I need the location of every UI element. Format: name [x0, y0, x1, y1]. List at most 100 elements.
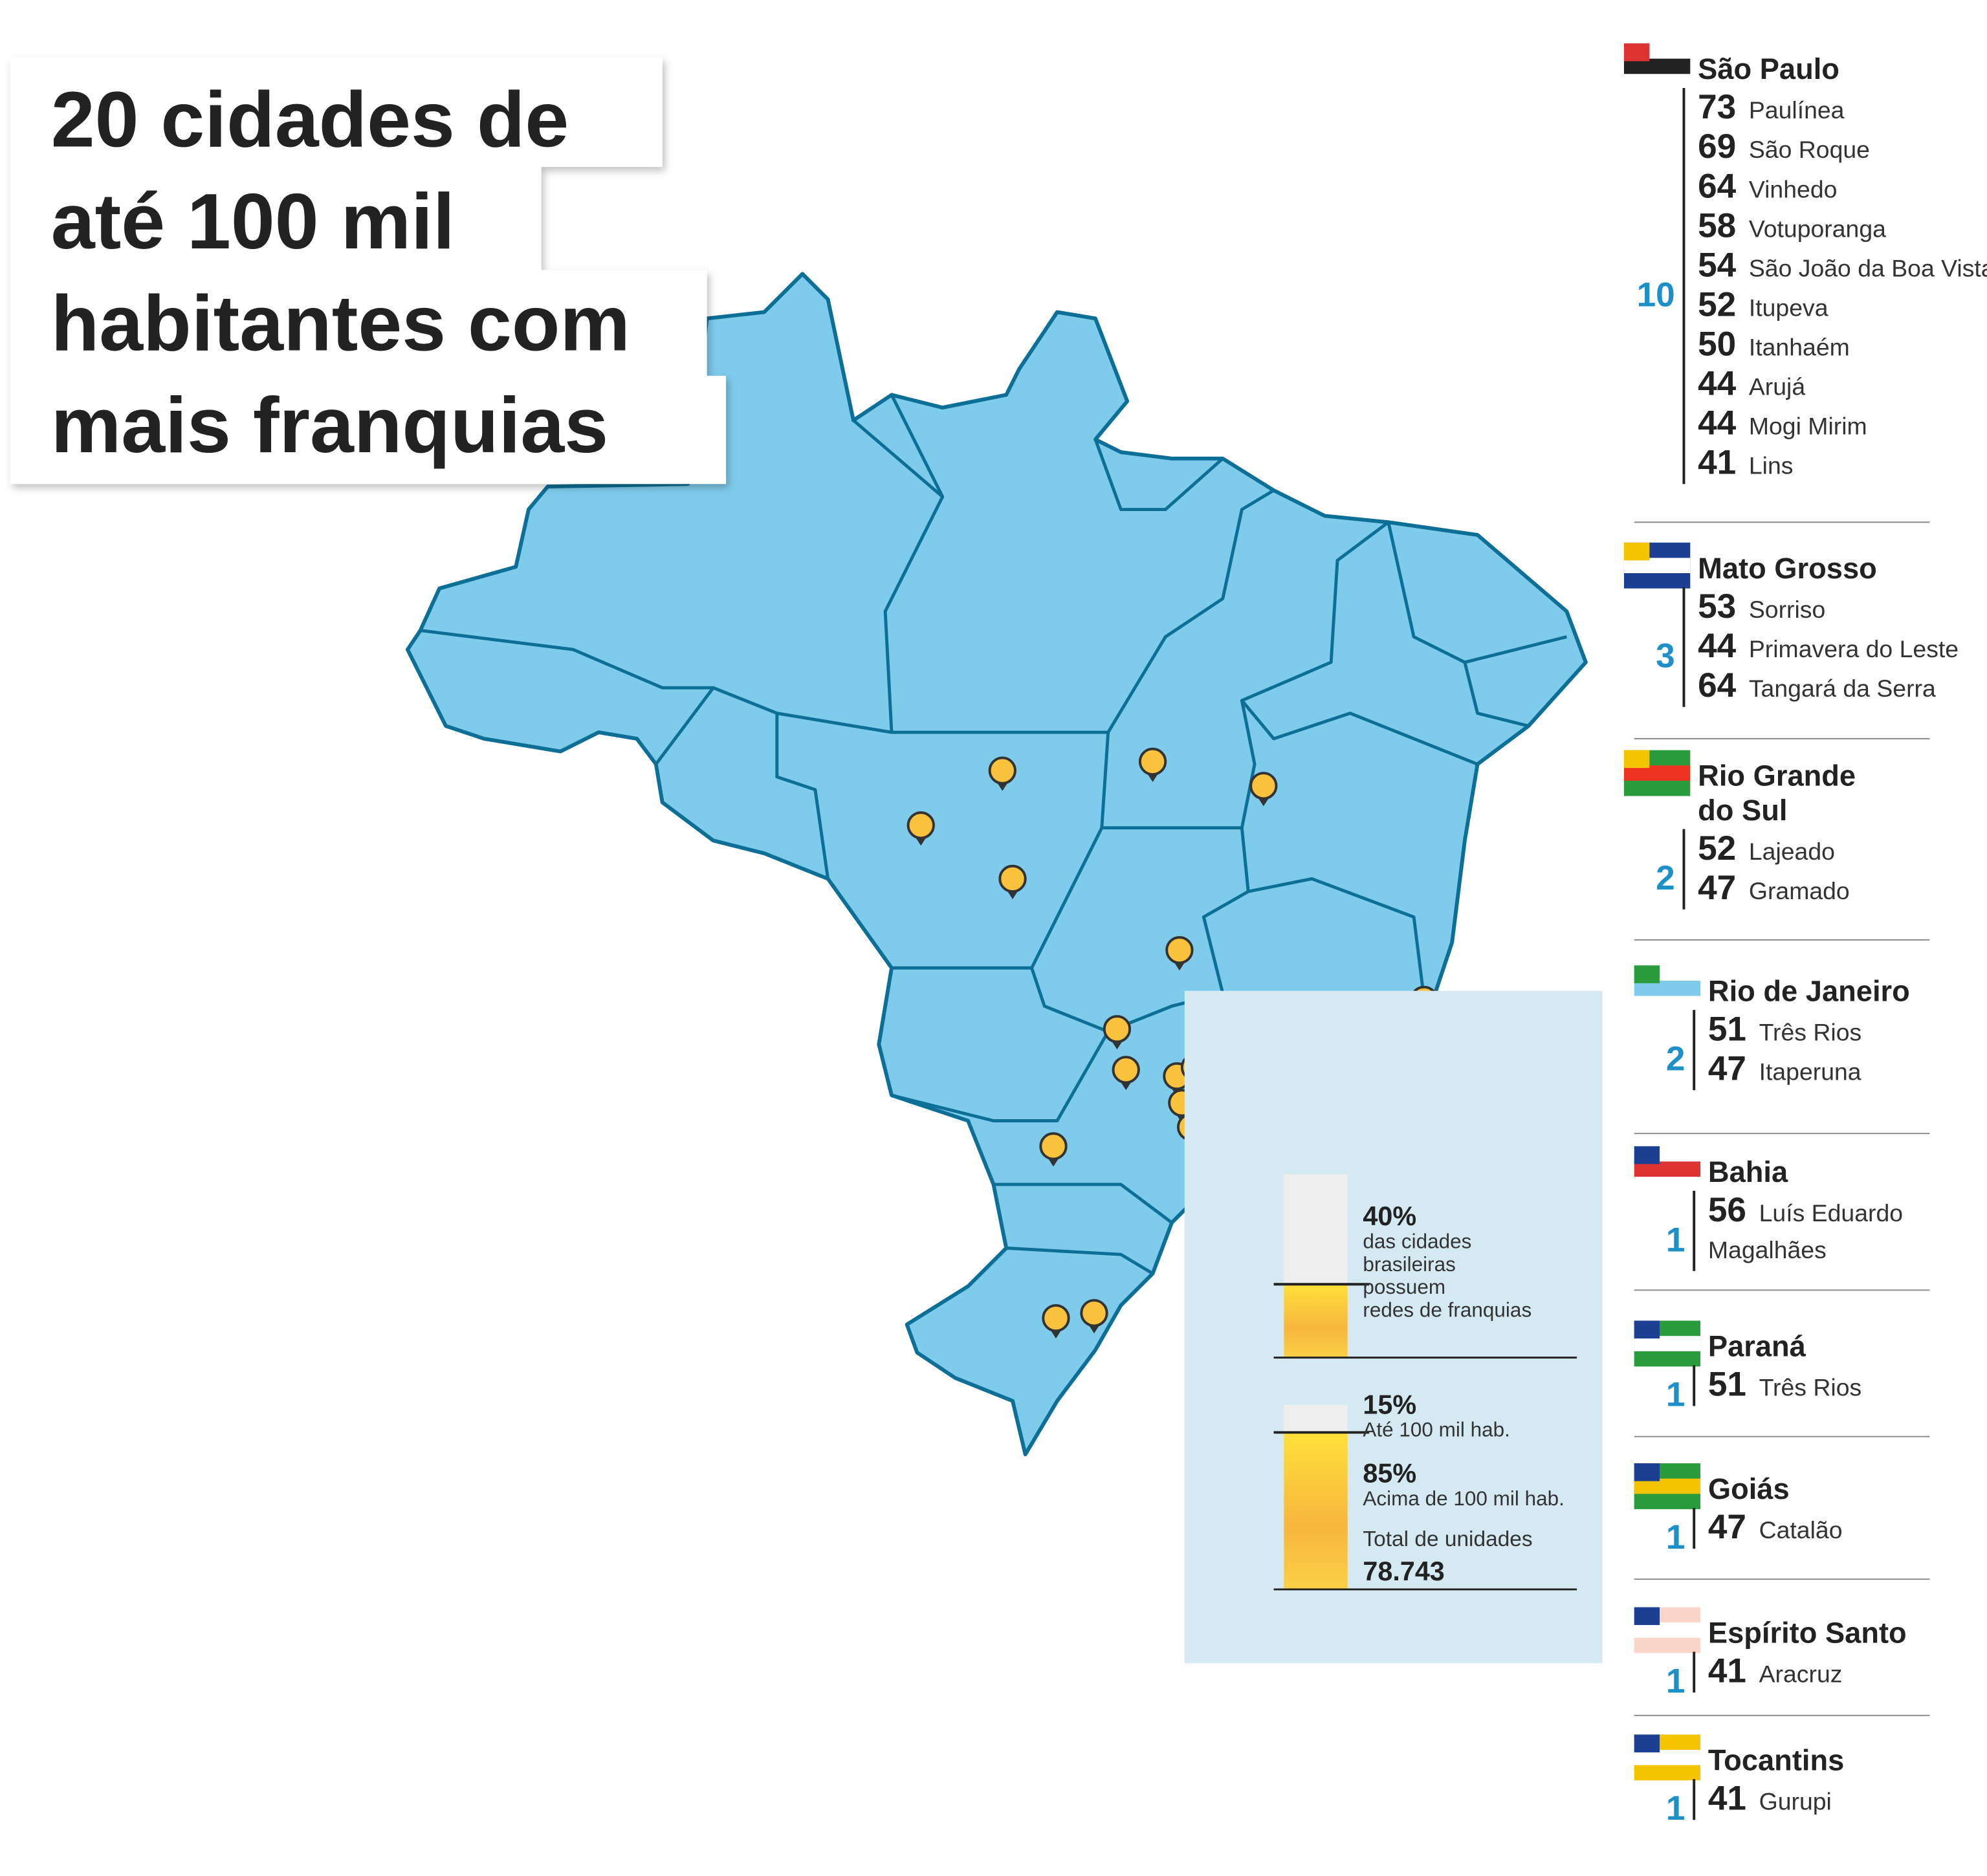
- state-total: 1: [1666, 1221, 1685, 1259]
- stat-text: das cidades: [1363, 1229, 1471, 1252]
- flag: [1623, 750, 1650, 769]
- stat-value: 40%: [1363, 1201, 1416, 1231]
- city-count: 64: [1698, 666, 1737, 704]
- flag: [1634, 1734, 1660, 1752]
- flag: [1634, 1336, 1701, 1351]
- state-name: Rio de Janeiro: [1708, 974, 1910, 1007]
- pin-head: [906, 811, 935, 840]
- city-name: Lajeado: [1749, 838, 1835, 865]
- city-name: Magalhães: [1708, 1236, 1827, 1263]
- flag: [1623, 558, 1691, 573]
- state-name: Espírito Santo: [1708, 1617, 1907, 1650]
- bar: [1284, 1404, 1348, 1433]
- title-line: 20 cidades de: [51, 76, 569, 164]
- city-count: 47: [1708, 1508, 1746, 1546]
- stat-text: Total de unidades: [1363, 1527, 1532, 1551]
- pin-head: [1138, 747, 1167, 776]
- city-count: 41: [1698, 443, 1736, 481]
- pin-head: [1080, 1299, 1108, 1327]
- city-count: 47: [1708, 1049, 1746, 1087]
- state-total: 2: [1666, 1040, 1685, 1078]
- pin-head: [1249, 772, 1278, 800]
- city-count: 41: [1708, 1779, 1746, 1817]
- city-name: Itanhaém: [1749, 333, 1850, 360]
- city-name: Três Rios: [1759, 1374, 1862, 1401]
- city-name: Arujá: [1749, 373, 1805, 400]
- state-name: Paraná: [1708, 1330, 1806, 1363]
- city-name: Aracruz: [1759, 1661, 1843, 1688]
- city-count: 52: [1698, 829, 1736, 867]
- pin-head: [1165, 936, 1194, 965]
- city-name: Itupeva: [1749, 294, 1828, 321]
- bar: [1284, 1432, 1348, 1589]
- city-name: São João da Boa Vista: [1749, 254, 1987, 281]
- title: 20 cidades de até 100 mil habitantes com ma…: [51, 76, 630, 469]
- brazil-map: [405, 272, 1588, 1457]
- city-count: 41: [1708, 1652, 1746, 1690]
- city-count: 44: [1698, 364, 1737, 402]
- stat-value: 78.743: [1363, 1556, 1444, 1586]
- stat-text: redes de franquias: [1363, 1298, 1531, 1322]
- city-count: 51: [1708, 1366, 1746, 1404]
- flag: [1634, 1146, 1660, 1164]
- city-count: 50: [1698, 325, 1736, 363]
- state-total: 10: [1637, 276, 1675, 314]
- state-total: 3: [1656, 637, 1675, 675]
- flag: [1634, 1320, 1660, 1339]
- pin-head: [998, 864, 1027, 893]
- flag: [1623, 58, 1691, 74]
- pin-head: [1039, 1132, 1068, 1161]
- city-name: Paulínea: [1749, 96, 1845, 124]
- stat-text: Até 100 mil hab.: [1363, 1418, 1510, 1441]
- flag: [1623, 43, 1650, 61]
- city-name: Catalão: [1759, 1516, 1843, 1543]
- state-name: Mato Grosso: [1698, 552, 1877, 585]
- flag: [1634, 1478, 1701, 1494]
- city-name: Mogi Mirim: [1749, 412, 1867, 439]
- state-name: Rio Grande: [1698, 759, 1856, 792]
- title-line: habitantes com: [51, 279, 630, 367]
- state-total: 1: [1666, 1789, 1685, 1827]
- city-name: Vinhedo: [1749, 175, 1838, 202]
- city-name: Luís Eduardo: [1759, 1199, 1903, 1227]
- stats-panel: [1184, 990, 1603, 1664]
- state-name: Bahia: [1708, 1155, 1788, 1188]
- city-name: Tangará da Serra: [1749, 675, 1936, 702]
- city-name: Sorriso: [1749, 596, 1825, 623]
- flag: [1634, 1463, 1660, 1481]
- state-total: 1: [1666, 1375, 1685, 1413]
- city-name: Gramado: [1749, 877, 1850, 904]
- city-name: Votuporanga: [1749, 215, 1886, 242]
- title-line: mais franquias: [51, 381, 608, 469]
- pin-head: [1042, 1303, 1070, 1333]
- city-count: 47: [1698, 869, 1736, 907]
- city-count: 44: [1698, 627, 1737, 665]
- pin-head: [988, 756, 1016, 785]
- state-total: 2: [1656, 859, 1675, 897]
- stat-value: 15%: [1363, 1390, 1416, 1419]
- state-total: 1: [1666, 1662, 1685, 1700]
- pin-head: [1112, 1056, 1140, 1084]
- city-count: 56: [1708, 1191, 1746, 1229]
- pin-head: [1103, 1015, 1132, 1043]
- stat-text: Acima de 100 mil hab.: [1363, 1487, 1564, 1510]
- state-name: do Sul: [1698, 794, 1787, 827]
- state-name: Tocantins: [1708, 1743, 1844, 1776]
- city-name: São Roque: [1749, 136, 1870, 163]
- city-count: 53: [1698, 587, 1736, 626]
- flag: [1623, 542, 1650, 561]
- state-name: Goiás: [1708, 1472, 1790, 1505]
- title-box: [10, 57, 727, 485]
- city-count: 73: [1698, 88, 1736, 126]
- state-total: 1: [1666, 1518, 1685, 1556]
- stat-text: possuem: [1363, 1275, 1445, 1298]
- city-count: 69: [1698, 127, 1736, 166]
- title-line: até 100 mil: [51, 177, 455, 265]
- city-name: Primavera do Leste: [1749, 635, 1959, 662]
- state-name: São Paulo: [1698, 52, 1839, 85]
- flag: [1634, 1749, 1701, 1765]
- flag: [1634, 965, 1660, 983]
